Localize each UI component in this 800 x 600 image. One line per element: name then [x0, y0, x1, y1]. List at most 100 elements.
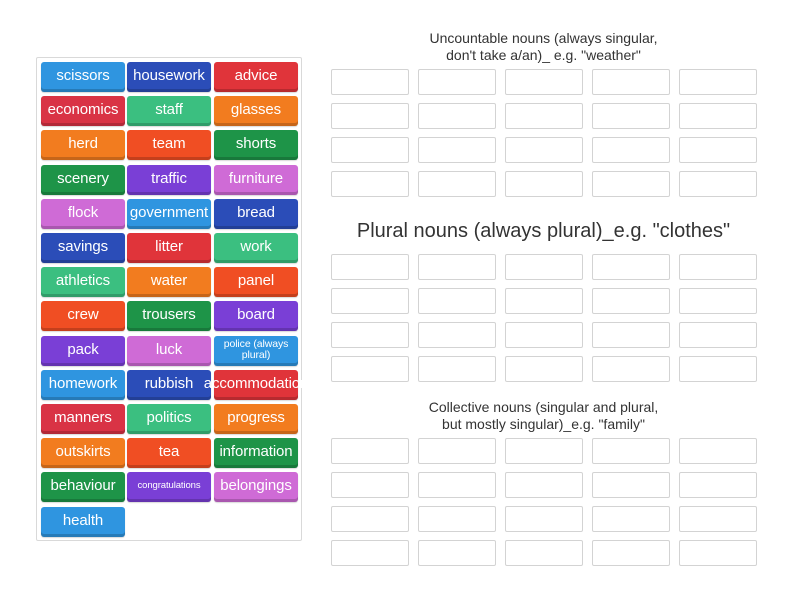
drop-slot[interactable]	[592, 69, 670, 95]
drop-slot[interactable]	[331, 540, 409, 566]
drop-slot[interactable]	[505, 254, 583, 280]
drop-slot[interactable]	[592, 322, 670, 348]
word-tile[interactable]: outskirts	[41, 438, 125, 468]
drop-slot[interactable]	[505, 356, 583, 382]
drop-slot[interactable]	[418, 103, 496, 129]
word-tile[interactable]: furniture	[214, 165, 298, 195]
drop-slot[interactable]	[505, 506, 583, 532]
word-tile[interactable]: belongings	[214, 472, 298, 502]
word-tile[interactable]: tea	[127, 438, 211, 468]
drop-slot[interactable]	[418, 137, 496, 163]
drop-slot[interactable]	[592, 540, 670, 566]
drop-slot[interactable]	[331, 356, 409, 382]
word-tile[interactable]: government	[127, 199, 211, 229]
drop-slot[interactable]	[592, 137, 670, 163]
word-tile[interactable]: herd	[41, 130, 125, 160]
word-tile[interactable]: panel	[214, 267, 298, 297]
drop-slot[interactable]	[679, 69, 757, 95]
word-tile[interactable]: advice	[214, 62, 298, 92]
word-tile[interactable]: scenery	[41, 165, 125, 195]
drop-slot[interactable]	[418, 322, 496, 348]
drop-slot[interactable]	[592, 506, 670, 532]
drop-slot[interactable]	[418, 171, 496, 197]
drop-slot[interactable]	[418, 356, 496, 382]
word-tile[interactable]: economics	[41, 96, 125, 126]
drop-slot[interactable]	[331, 137, 409, 163]
drop-slot[interactable]	[418, 69, 496, 95]
drop-slot[interactable]	[679, 171, 757, 197]
drop-slot[interactable]	[418, 540, 496, 566]
word-tile[interactable]: health	[41, 507, 125, 537]
word-tile[interactable]: housework	[127, 62, 211, 92]
drop-slot[interactable]	[679, 472, 757, 498]
drop-slot[interactable]	[679, 137, 757, 163]
drop-slot[interactable]	[679, 356, 757, 382]
drop-slot[interactable]	[592, 171, 670, 197]
drop-slot[interactable]	[505, 288, 583, 314]
word-tile[interactable]: congratulations	[127, 472, 211, 502]
drop-slot[interactable]	[505, 438, 583, 464]
drop-slot[interactable]	[592, 103, 670, 129]
drop-slot[interactable]	[679, 103, 757, 129]
drop-slot[interactable]	[592, 254, 670, 280]
drop-slot[interactable]	[331, 103, 409, 129]
drop-slot[interactable]	[505, 171, 583, 197]
word-tile[interactable]: bread	[214, 199, 298, 229]
drop-slot[interactable]	[331, 322, 409, 348]
word-tile[interactable]: litter	[127, 233, 211, 263]
drop-slot[interactable]	[331, 171, 409, 197]
word-tile[interactable]: glasses	[214, 96, 298, 126]
word-tile[interactable]: scissors	[41, 62, 125, 92]
drop-slot[interactable]	[592, 288, 670, 314]
drop-slot[interactable]	[679, 322, 757, 348]
word-tile[interactable]: homework	[41, 370, 125, 400]
drop-slot[interactable]	[331, 288, 409, 314]
drop-slot[interactable]	[418, 288, 496, 314]
drop-slot[interactable]	[679, 288, 757, 314]
drop-slot[interactable]	[679, 506, 757, 532]
drop-slot[interactable]	[418, 506, 496, 532]
word-tile[interactable]: savings	[41, 233, 125, 263]
word-tile[interactable]: politics	[127, 404, 211, 434]
drop-slot[interactable]	[331, 438, 409, 464]
drop-slot[interactable]	[331, 254, 409, 280]
drop-slot[interactable]	[418, 472, 496, 498]
drop-slot[interactable]	[418, 254, 496, 280]
drop-slot[interactable]	[505, 69, 583, 95]
drop-slot[interactable]	[679, 540, 757, 566]
word-tile[interactable]: athletics	[41, 267, 125, 297]
word-tile[interactable]: police (always plural)	[214, 336, 298, 366]
word-tile[interactable]: shorts	[214, 130, 298, 160]
word-tile[interactable]: pack	[41, 336, 125, 366]
drop-slot[interactable]	[331, 506, 409, 532]
word-tile[interactable]: flock	[41, 199, 125, 229]
drop-slot[interactable]	[679, 438, 757, 464]
word-tile[interactable]: manners	[41, 404, 125, 434]
drop-slot[interactable]	[592, 356, 670, 382]
drop-slot[interactable]	[592, 438, 670, 464]
drop-slot[interactable]	[505, 322, 583, 348]
word-tile[interactable]: board	[214, 301, 298, 331]
word-tile[interactable]: water	[127, 267, 211, 297]
word-tile[interactable]: luck	[127, 336, 211, 366]
word-tile[interactable]: staff	[127, 96, 211, 126]
word-tile[interactable]: trousers	[127, 301, 211, 331]
word-tile[interactable]: rubbish	[127, 370, 211, 400]
drop-slot[interactable]	[679, 254, 757, 280]
word-tile[interactable]: work	[214, 233, 298, 263]
drop-slot[interactable]	[331, 472, 409, 498]
word-tile[interactable]: behaviour	[41, 472, 125, 502]
word-tile[interactable]: traffic	[127, 165, 211, 195]
drop-slot[interactable]	[418, 438, 496, 464]
word-tile[interactable]: accommodation	[204, 370, 308, 400]
word-tile[interactable]: crew	[41, 301, 125, 331]
drop-slot[interactable]	[505, 103, 583, 129]
drop-slot[interactable]	[505, 540, 583, 566]
drop-slot[interactable]	[505, 137, 583, 163]
word-tile[interactable]: team	[127, 130, 211, 160]
word-tile[interactable]: information	[214, 438, 298, 468]
drop-slot[interactable]	[505, 472, 583, 498]
drop-slot[interactable]	[592, 472, 670, 498]
word-tile[interactable]: progress	[214, 404, 298, 434]
drop-slot[interactable]	[331, 69, 409, 95]
